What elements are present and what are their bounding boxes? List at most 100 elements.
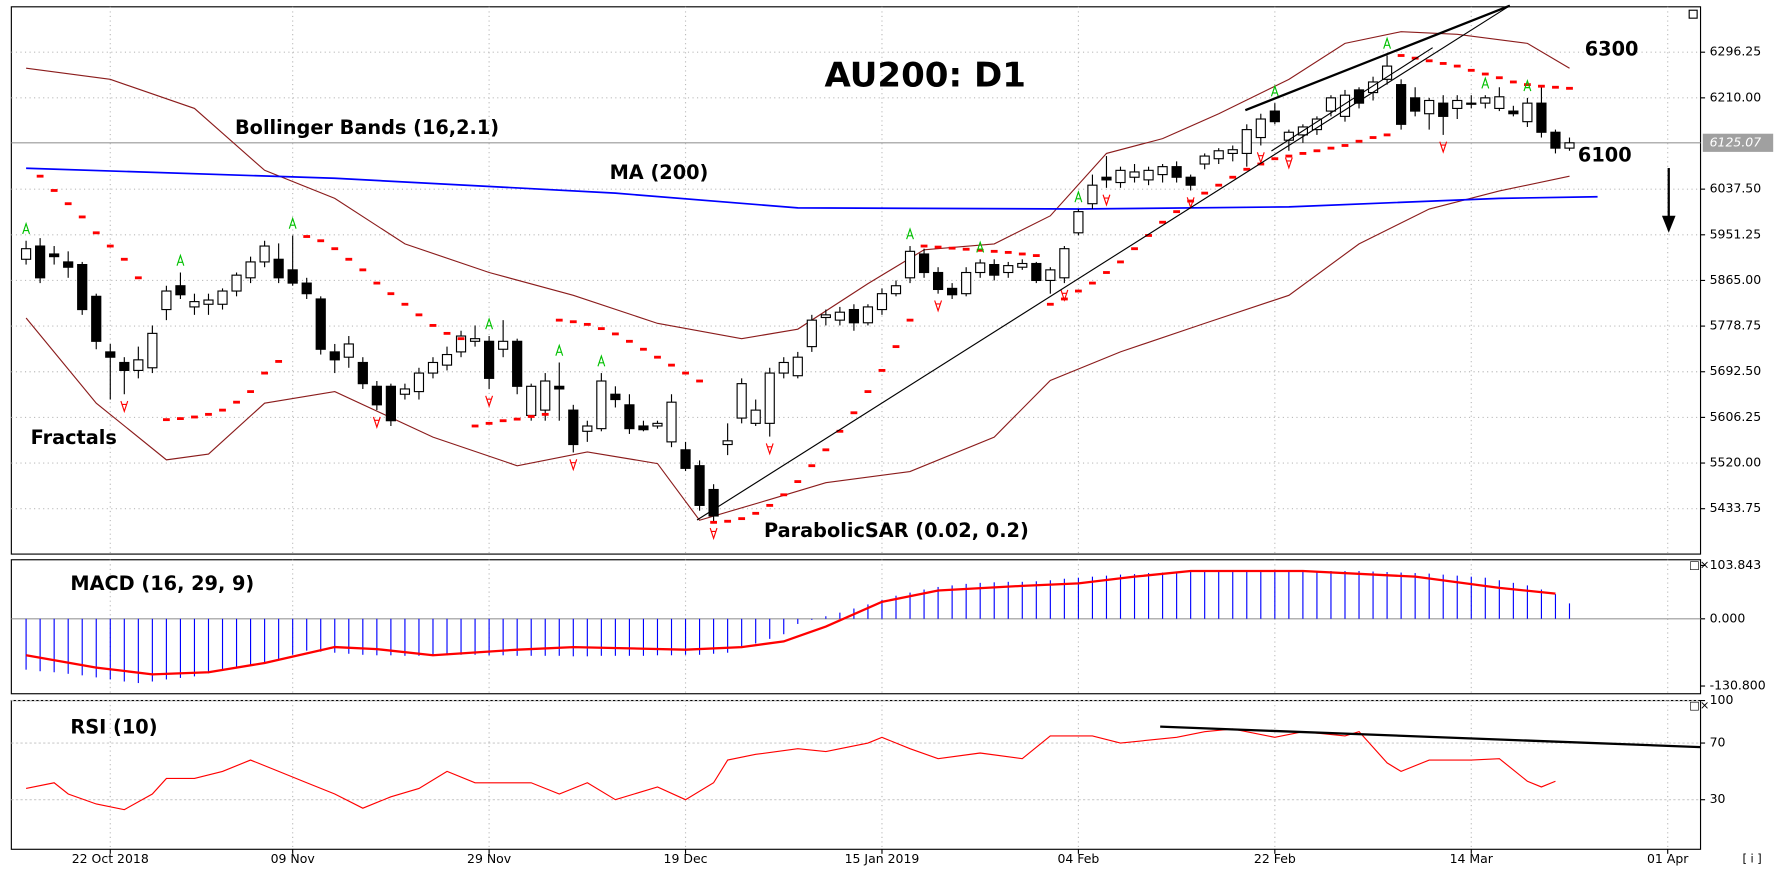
candle-body — [1494, 96, 1505, 110]
candle-body — [512, 340, 523, 387]
candle-body — [1143, 169, 1154, 181]
candle-body — [764, 372, 775, 424]
candle-body — [876, 293, 888, 311]
candle-body — [231, 274, 242, 292]
candle-body — [1017, 262, 1028, 268]
window-icon: □× — [1689, 557, 1709, 571]
candle-body — [568, 409, 579, 446]
candle-body — [49, 253, 60, 258]
y-tick-label: 5520.00 — [1710, 455, 1762, 470]
candle-body — [1480, 97, 1491, 104]
candle-body — [77, 264, 88, 311]
x-tick-label: 14 Mar — [1450, 851, 1494, 866]
candle-body — [1059, 248, 1070, 279]
window-icon: □× — [1689, 698, 1709, 712]
candle-body — [947, 287, 958, 296]
fractal-down — [765, 443, 774, 456]
x-tick-label: 19 Dec — [664, 851, 708, 866]
candle-body — [329, 351, 340, 361]
bollinger-upper — [26, 31, 1570, 340]
down-arrow-head — [1661, 215, 1676, 233]
y-tick-label: 5692.50 — [1710, 363, 1762, 378]
candle-body — [1353, 89, 1365, 104]
candle-body — [526, 385, 537, 416]
candle-body — [133, 359, 144, 371]
y-tick-label: 5778.75 — [1710, 318, 1762, 333]
candle-body — [371, 385, 382, 406]
fractal-up — [1383, 36, 1392, 49]
candle-body — [1452, 99, 1463, 110]
candle-body — [610, 393, 621, 401]
fractal-down — [120, 400, 129, 414]
fractal-down — [569, 459, 578, 472]
candle-body — [1522, 102, 1533, 123]
fractal-up — [1481, 76, 1490, 89]
y-tick-label: 5433.75 — [1710, 500, 1762, 515]
y-tick-label: 5606.25 — [1710, 409, 1762, 424]
candle-body — [862, 306, 874, 324]
fractal-up — [555, 343, 564, 356]
candle-body — [287, 269, 298, 284]
candle-body — [1185, 176, 1196, 186]
candle-body — [1396, 84, 1407, 125]
candle-body — [834, 311, 845, 321]
candle-body — [694, 465, 705, 506]
last-price-label: 6125.07 — [1710, 134, 1762, 149]
fractal-down — [485, 395, 494, 408]
candle-body — [1157, 166, 1168, 176]
candle-body — [540, 380, 551, 411]
candle-body — [792, 356, 803, 377]
candle-body — [1438, 102, 1449, 117]
candle-body — [1199, 155, 1210, 165]
candle-body — [1003, 265, 1014, 274]
fractal-up — [22, 221, 31, 235]
chart-title: AU200: D1 — [824, 56, 1025, 96]
candle-body — [1381, 65, 1393, 80]
candle-body — [385, 385, 396, 422]
candle-body — [189, 301, 200, 308]
macd-signal — [25, 569, 1556, 676]
candle-body — [259, 245, 270, 263]
y-tick-label: 70 — [1710, 735, 1726, 750]
x-tick-label: 22 Oct 2018 — [72, 851, 149, 866]
trend-line — [696, 5, 1511, 521]
y-tick-label: 6037.50 — [1710, 181, 1762, 196]
last-price-box — [1702, 133, 1774, 152]
candle-body — [904, 250, 916, 279]
candle-body — [652, 422, 663, 427]
y-tick-label: 5865.00 — [1710, 272, 1762, 287]
candle-body — [91, 295, 102, 342]
fractal-up — [1523, 79, 1532, 92]
candle-body — [708, 488, 719, 517]
macd-label: MACD (16, 29, 9) — [70, 572, 254, 595]
candle-body — [554, 385, 565, 390]
candle-body — [1339, 94, 1351, 117]
fractal-down — [1256, 152, 1265, 165]
candle-body — [483, 340, 495, 379]
fractal-down — [372, 416, 381, 429]
candle-body — [1087, 184, 1098, 205]
candle-body — [427, 361, 439, 374]
candle-body — [273, 258, 284, 279]
candle-body — [498, 340, 509, 350]
x-tick-label: 04 Feb — [1057, 851, 1099, 866]
trend-line — [1244, 4, 1511, 112]
y-tick-label: 5951.25 — [1710, 226, 1762, 241]
candle-body — [918, 253, 930, 274]
fractal-up — [485, 317, 494, 330]
fractal-down — [934, 300, 943, 313]
candle-body — [1466, 102, 1477, 105]
candle-body — [343, 343, 354, 358]
candle-body — [1536, 102, 1547, 133]
x-tick-label: 29 Nov — [467, 851, 511, 866]
candle-body — [469, 338, 481, 342]
candle-body — [890, 285, 902, 295]
bollinger-lower — [25, 175, 1570, 521]
candle-body — [441, 353, 453, 366]
candle-body — [820, 314, 831, 319]
bollinger-label: Bollinger Bands (16,2.1) — [235, 116, 499, 139]
fractal-up — [976, 240, 985, 253]
candle-body — [1269, 110, 1280, 123]
candle-body — [1424, 99, 1435, 115]
